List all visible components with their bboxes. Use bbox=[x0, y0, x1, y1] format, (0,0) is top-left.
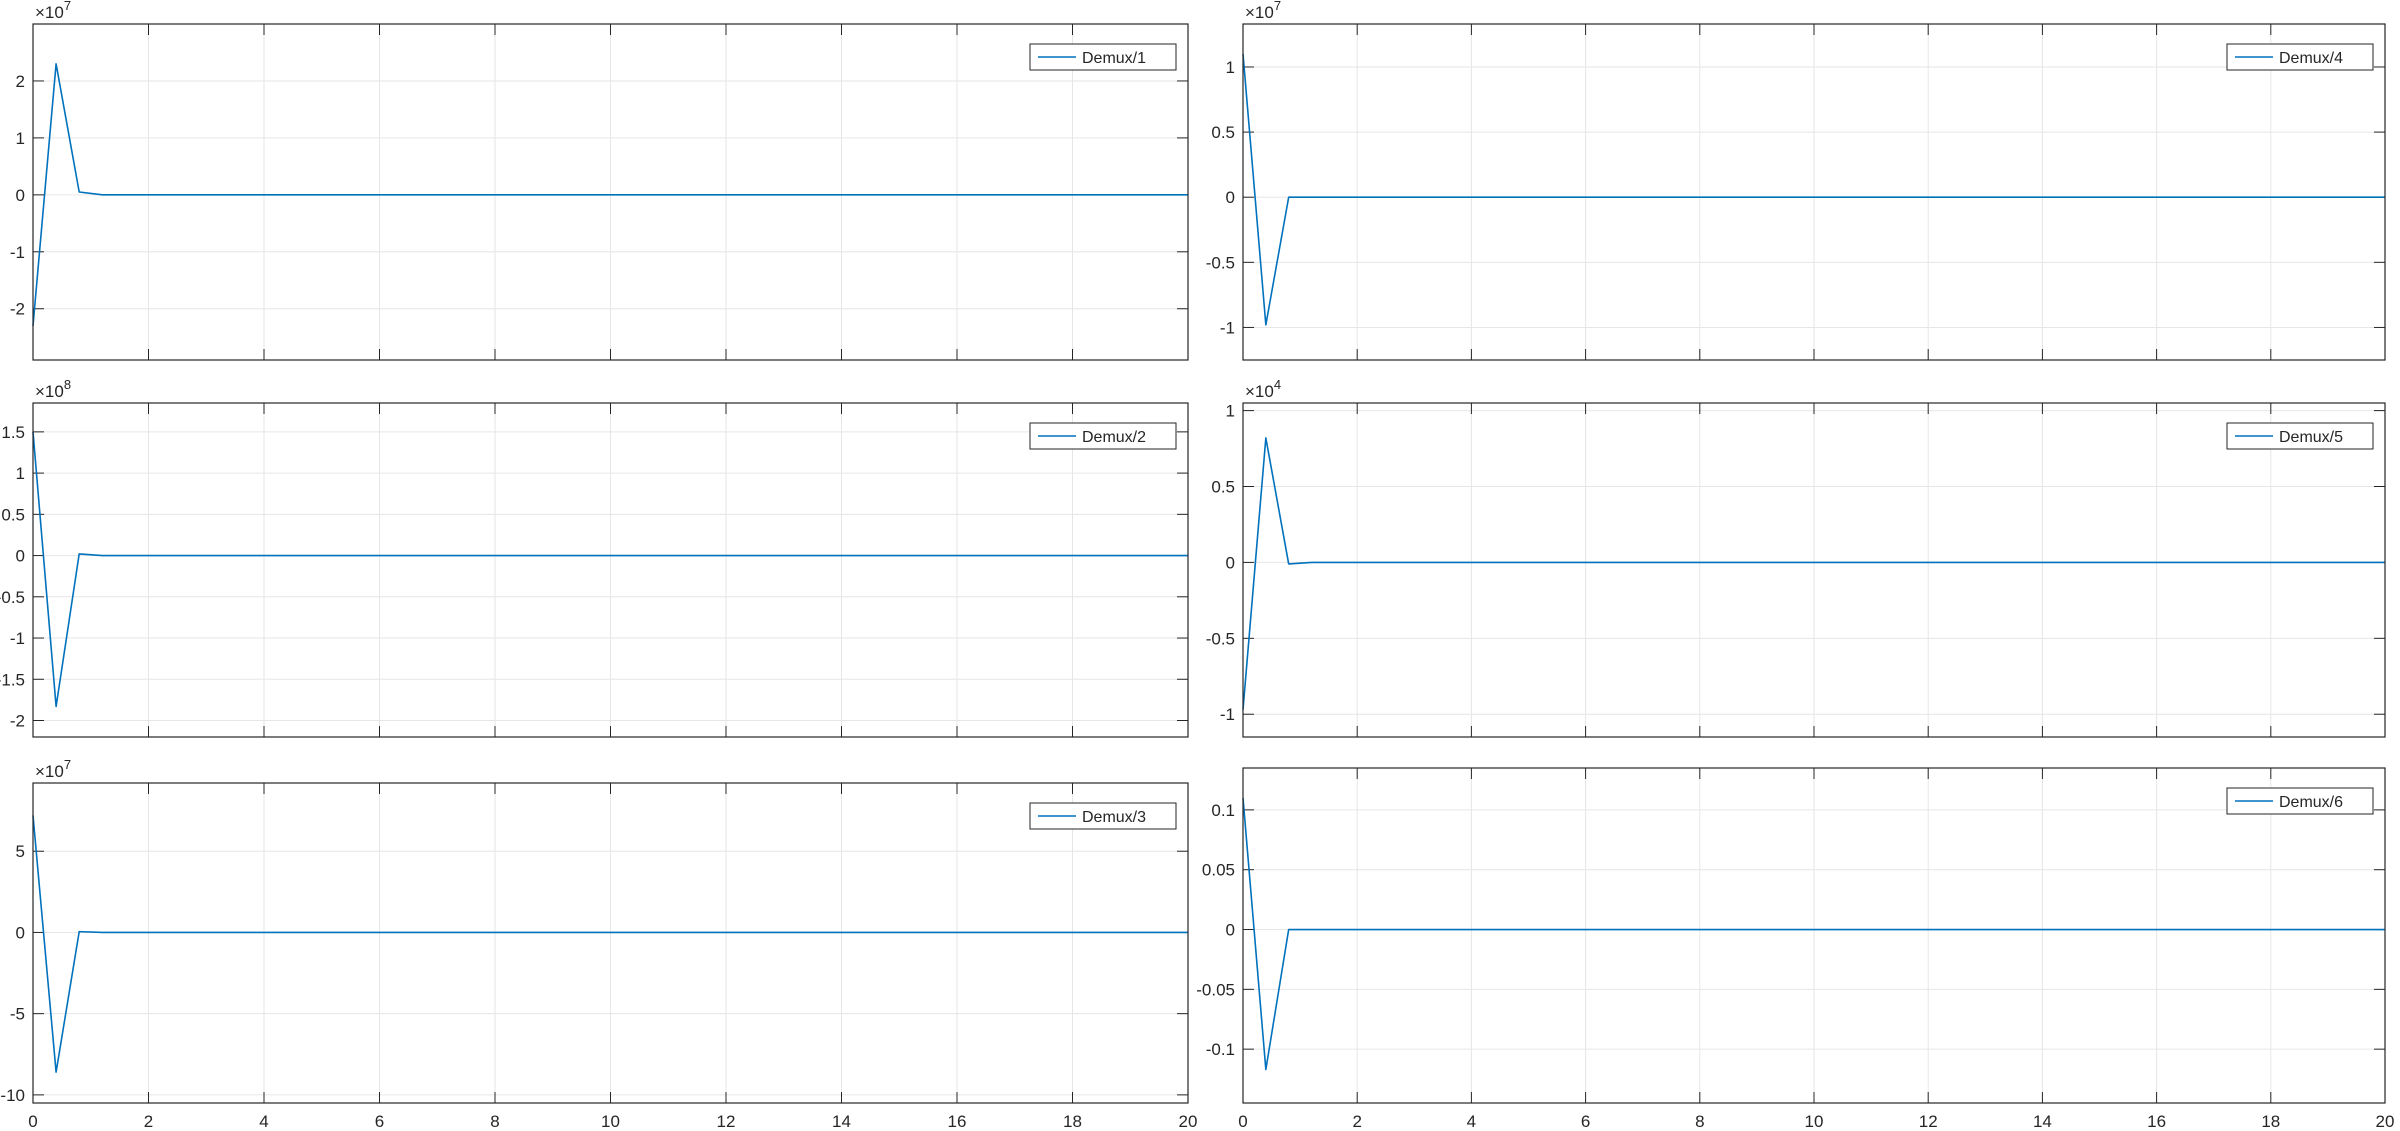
axes-box bbox=[1242, 23, 2386, 361]
axes-box bbox=[32, 782, 1189, 1104]
x-tick-label: 14 bbox=[832, 1112, 851, 1131]
series-line-1 bbox=[1242, 53, 2385, 326]
y-tick-label: 0 bbox=[1226, 553, 1235, 572]
axes-box bbox=[1242, 767, 2386, 1104]
legend-label: Demux/2 bbox=[1082, 429, 1146, 446]
x-tick-label: 20 bbox=[1179, 1112, 1198, 1131]
x-tick-label: 18 bbox=[2261, 1112, 2280, 1131]
y-tick-label: 1 bbox=[16, 464, 25, 483]
subplot-4: -1 -0.5 0 0.5 1 ×107 Demux/4 bbox=[1206, 0, 2386, 361]
y-tick-label: 1 bbox=[16, 129, 25, 148]
y-tick-label: 1 bbox=[1226, 402, 1235, 421]
y-tick-label: 1.5 bbox=[1, 423, 25, 442]
subplot-5: -1 -0.5 0 0.5 1 ×104 Demux/5 bbox=[1206, 377, 2386, 738]
y-tick-label: 1 bbox=[1226, 58, 1235, 77]
series-line-1 bbox=[32, 815, 1188, 1073]
y-tick-label: -5 bbox=[10, 1005, 25, 1024]
x-tick-label: 12 bbox=[1919, 1112, 1938, 1131]
y-tick-label: 0 bbox=[1226, 188, 1235, 207]
x-tick-label: 4 bbox=[259, 1112, 268, 1131]
y-tick-label: -0.5 bbox=[1206, 253, 1235, 272]
subplot-2: -2 -1.5 -1 -0.5 0 0.5 1 1.5 ×108 Demux/2 bbox=[0, 377, 1189, 738]
series-line-1 bbox=[1242, 797, 2385, 1071]
y-tick-label: 0.5 bbox=[1211, 123, 1235, 142]
y-tick-label: -0.1 bbox=[1206, 1040, 1235, 1059]
y-tick-label: -0.05 bbox=[1196, 980, 1235, 999]
x-tick-label: 4 bbox=[1467, 1112, 1476, 1131]
x-tick-label: 16 bbox=[2147, 1112, 2166, 1131]
x-tick-label: 14 bbox=[2033, 1112, 2052, 1131]
y-tick-label: -1 bbox=[1220, 705, 1235, 724]
x-tick-label: 16 bbox=[948, 1112, 967, 1131]
y-tick-label: 0 bbox=[1226, 921, 1235, 940]
x-tick-label: 10 bbox=[601, 1112, 620, 1131]
x-tick-label: 8 bbox=[490, 1112, 499, 1131]
subplot-6: -0.1 -0.05 0 0.05 0.1 0 2 4 6 8 10 12 14 16 18 20 Demux/… bbox=[1196, 767, 2395, 1131]
y-tick-label: 0.5 bbox=[1211, 478, 1235, 497]
y-exponent-label: ×108 bbox=[35, 377, 71, 401]
y-tick-label: 0 bbox=[16, 923, 25, 942]
y-exponent-label: ×104 bbox=[1245, 377, 1281, 401]
x-tick-label: 2 bbox=[1352, 1112, 1361, 1131]
y-tick-label: 0.1 bbox=[1211, 801, 1235, 820]
axes-box bbox=[32, 23, 1189, 361]
x-tick-label: 0 bbox=[1238, 1112, 1247, 1131]
y-tick-label: 5 bbox=[16, 842, 25, 861]
x-tick-label: 10 bbox=[1805, 1112, 1824, 1131]
y-tick-label: 2 bbox=[16, 72, 25, 91]
y-tick-label: -10 bbox=[0, 1086, 25, 1105]
legend-label: Demux/1 bbox=[1082, 50, 1146, 67]
x-tick-label: 20 bbox=[2376, 1112, 2395, 1131]
x-tick-label: 0 bbox=[28, 1112, 37, 1131]
x-tick-label: 2 bbox=[144, 1112, 153, 1131]
y-tick-label: 0 bbox=[16, 186, 25, 205]
axes-box bbox=[32, 402, 1189, 738]
legend-label: Demux/5 bbox=[2279, 429, 2343, 446]
legend-label: Demux/4 bbox=[2279, 50, 2343, 67]
legend-label: Demux/6 bbox=[2279, 794, 2343, 811]
x-tick-label: 8 bbox=[1695, 1112, 1704, 1131]
series-line-1 bbox=[1242, 437, 2385, 710]
y-tick-label: -0.5 bbox=[0, 588, 25, 607]
y-exponent-label: ×107 bbox=[35, 0, 71, 22]
y-tick-label: 0.5 bbox=[1, 505, 25, 524]
y-tick-label: -1 bbox=[10, 629, 25, 648]
x-tick-label: 18 bbox=[1063, 1112, 1082, 1131]
legend-label: Demux/3 bbox=[1082, 809, 1146, 826]
y-tick-label: -1 bbox=[10, 243, 25, 262]
y-tick-label: 0 bbox=[16, 547, 25, 566]
x-tick-label: 6 bbox=[375, 1112, 384, 1131]
y-exponent-label: ×107 bbox=[35, 757, 71, 781]
y-tick-label: -2 bbox=[10, 300, 25, 319]
series-line-1 bbox=[32, 431, 1188, 708]
subplot-3: -10 -5 0 5 0 2 4 6 8 10 12 14 16 18 20 ×107 Demux/3 bbox=[0, 757, 1197, 1131]
y-tick-label: 0.05 bbox=[1202, 861, 1235, 880]
subplot-1: -2 -1 0 1 2 ×107 Demux/1 bbox=[10, 0, 1189, 361]
axes-box bbox=[1242, 402, 2386, 738]
y-tick-label: -0.5 bbox=[1206, 629, 1235, 648]
x-tick-label: 6 bbox=[1581, 1112, 1590, 1131]
x-tick-label: 12 bbox=[717, 1112, 736, 1131]
y-tick-label: -1.5 bbox=[0, 670, 25, 689]
y-tick-label: -2 bbox=[10, 712, 25, 731]
series-line-1 bbox=[32, 63, 1188, 326]
y-exponent-label: ×107 bbox=[1245, 0, 1281, 22]
y-tick-label: -1 bbox=[1220, 318, 1235, 337]
